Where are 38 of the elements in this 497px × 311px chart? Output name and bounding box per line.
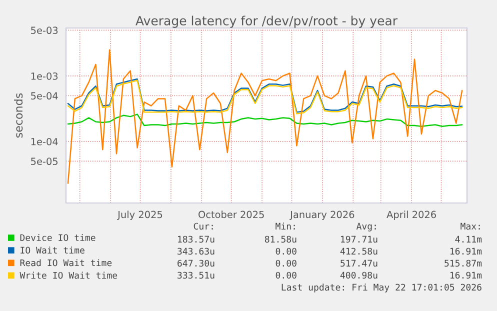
x-tick-label: April 2026 [386,210,436,220]
legend-label: Read IO Wait time [20,259,112,266]
text: 412.58u [340,248,378,255]
text: Min: [276,222,295,230]
legend-label: IO Wait time [20,246,84,254]
x-tick-label: October 2025 [198,210,264,218]
text: 343.63u [178,248,214,255]
chart-title: Average latency for /dev/pv/root - by year [136,16,398,28]
y-tick-label: 5e-05 [31,158,58,166]
text: Cur: [194,222,213,230]
text: 517.47u [340,260,378,267]
text: 515.87m [444,260,482,267]
text: Max: [460,222,480,230]
line-series [67,114,463,128]
y-tick-label: 5e-04 [31,92,58,100]
text: 197.71u [341,236,378,243]
y-tick-label: 1e-04 [31,138,58,146]
text: 647.30u [178,260,214,267]
legend-label: Device IO time [20,234,96,242]
text: Last update: Fri May 22 17:01:05 2026 [282,284,482,292]
text: 0.00 [276,260,296,267]
x-tick-label: January 2026 [290,210,354,220]
text: 333.51u [178,272,214,279]
text: 16.91m [450,248,482,255]
x-tick-label: July 2025 [117,210,162,220]
text: 183.57u [178,236,214,243]
text: 0.00 [276,272,296,279]
text: 4.11m [455,236,482,243]
text: 400.98u [340,272,378,279]
y-tick-label: 5e-03 [31,26,58,34]
text: 16.91m [450,272,482,279]
text: 0.00 [276,248,296,255]
line-series [67,49,463,184]
text: Avg: [356,222,376,232]
y-tick-label: 1e-03 [31,72,58,80]
y-axis-title: seconds [14,93,23,138]
text: 81.58u [264,236,296,243]
legend-label: Write IO Wait time [20,272,118,279]
